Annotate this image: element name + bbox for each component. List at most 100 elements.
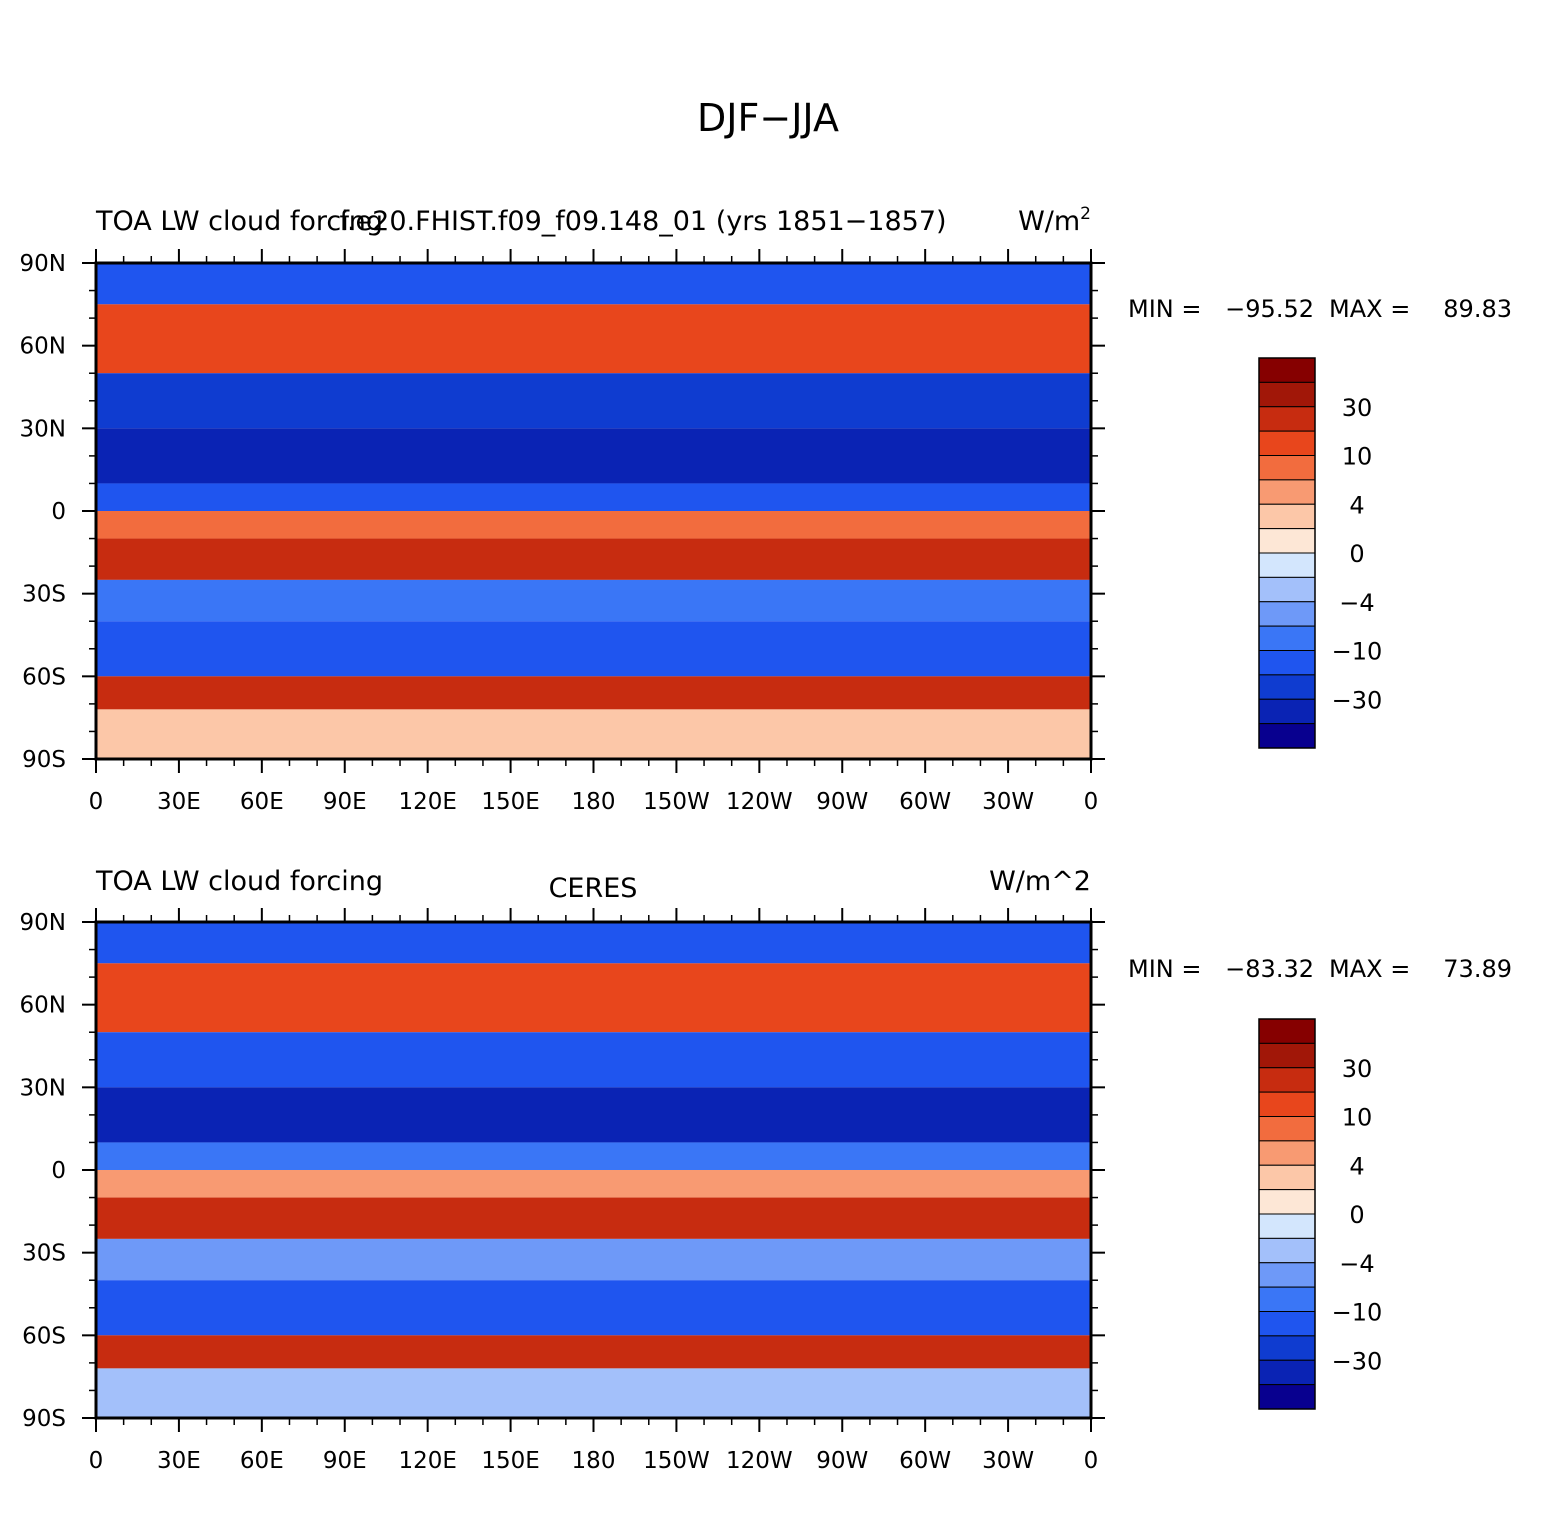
colorbar-frame bbox=[1258, 357, 1316, 749]
colorbar-box bbox=[1258, 1140, 1316, 1166]
top-panel-left-title: TOA LW cloud forcing bbox=[95, 206, 383, 237]
x-tick-label: 30W bbox=[982, 1448, 1034, 1474]
y-tick-label: 0 bbox=[51, 1158, 66, 1184]
zonal-band-6 bbox=[96, 1197, 1091, 1239]
colorbar-box bbox=[1258, 1042, 1316, 1069]
y-tick-label: 90N bbox=[20, 910, 66, 936]
y-tick-label: 90N bbox=[20, 251, 66, 277]
zonal-band-4 bbox=[96, 483, 1091, 511]
zonal-band-1 bbox=[96, 304, 1091, 374]
zonal-band-8 bbox=[96, 1280, 1091, 1336]
colorbar-tick-label: −10 bbox=[1332, 1299, 1383, 1327]
colorbar-tick-label: 30 bbox=[1342, 394, 1373, 422]
top-panel-max-value: 89.83 bbox=[1443, 295, 1512, 323]
x-tick-label: 180 bbox=[572, 789, 616, 815]
top-panel-axes: 0 30E 60E 90E 120E 150E 180 150W 120W 90W 60W 30W 09… bbox=[20, 249, 1105, 815]
x-tick-label: 150E bbox=[481, 1448, 539, 1474]
x-tick-label: 30E bbox=[157, 789, 201, 815]
x-tick-label: 30E bbox=[157, 1448, 201, 1474]
bottom-panel-axes: 0 30E 60E 90E 120E 150E 180 150W 120W 90W 60W 30W 09… bbox=[20, 908, 1105, 1474]
top-panel-units: W/m2 bbox=[1018, 204, 1091, 237]
bottom-panel-map bbox=[96, 922, 1091, 1418]
zonal-band-0 bbox=[96, 263, 1091, 305]
y-tick-label: 60S bbox=[22, 1323, 66, 1349]
colorbar-box bbox=[1258, 357, 1316, 383]
zonal-band-9 bbox=[96, 1335, 1091, 1369]
top-panel-min-value: −95.52 bbox=[1225, 295, 1314, 323]
x-tick-label: 120W bbox=[726, 789, 793, 815]
y-tick-label: 30S bbox=[22, 582, 66, 608]
zonal-band-3 bbox=[96, 1087, 1091, 1143]
colorbar-box bbox=[1258, 650, 1316, 676]
x-tick-label: 150W bbox=[643, 1448, 710, 1474]
colorbar-tick-label: −4 bbox=[1339, 589, 1374, 617]
x-tick-label: 60W bbox=[899, 1448, 951, 1474]
y-tick-label: 30N bbox=[20, 416, 66, 442]
x-tick-label: 90W bbox=[816, 1448, 868, 1474]
bottom-panel-min-value: −83.32 bbox=[1225, 955, 1314, 983]
zonal-band-9 bbox=[96, 676, 1091, 710]
y-tick-label: 60S bbox=[22, 664, 66, 690]
x-tick-label: 90E bbox=[323, 789, 367, 815]
y-tick-label: 90S bbox=[22, 747, 66, 773]
figure-suptitle: DJF−JJA bbox=[697, 96, 839, 140]
top-panel-max-label: MAX = bbox=[1329, 295, 1410, 323]
y-tick-label: 30S bbox=[22, 1241, 66, 1267]
zonal-band-4 bbox=[96, 1142, 1091, 1170]
colorbar-box bbox=[1258, 576, 1316, 603]
x-tick-label: 0 bbox=[1084, 789, 1099, 815]
x-tick-label: 0 bbox=[89, 789, 104, 815]
colorbar-box bbox=[1258, 1018, 1316, 1044]
y-tick-label: 60N bbox=[20, 993, 66, 1019]
colorbar-box bbox=[1258, 503, 1316, 530]
zonal-band-0 bbox=[96, 922, 1091, 964]
bottom-panel-min-label: MIN = bbox=[1128, 955, 1201, 983]
bottom-panel: TOA LW cloud forcing CERES W/m^2 0 30E 60E… bbox=[20, 866, 1512, 1474]
bottom-panel-left-title: TOA LW cloud forcing bbox=[95, 866, 383, 897]
zonal-band-2 bbox=[96, 373, 1091, 429]
x-tick-label: 90W bbox=[816, 789, 868, 815]
bottom-panel-max-label: MAX = bbox=[1329, 955, 1410, 983]
colorbar-tick-label: −10 bbox=[1332, 638, 1383, 666]
bottom-panel-units: W/m^2 bbox=[989, 866, 1091, 897]
colorbar-frame bbox=[1258, 1018, 1316, 1410]
top-panel-stats: MIN = −95.52 MAX = 89.83 bbox=[1128, 295, 1512, 323]
x-tick-label: 120E bbox=[398, 789, 456, 815]
colorbar-box bbox=[1258, 1335, 1316, 1361]
colorbar-box bbox=[1258, 1359, 1316, 1386]
colorbar-box bbox=[1258, 1262, 1316, 1288]
colorbar-box bbox=[1258, 1213, 1316, 1239]
zonal-band-7 bbox=[96, 579, 1091, 622]
x-tick-label: 30W bbox=[982, 789, 1034, 815]
colorbar-box bbox=[1258, 1067, 1316, 1093]
x-tick-label: 120E bbox=[398, 1448, 456, 1474]
zonal-band-7 bbox=[96, 1238, 1091, 1281]
colorbar-box bbox=[1258, 1286, 1316, 1312]
colorbar-tick-label: 30 bbox=[1342, 1055, 1373, 1083]
colorbar-box bbox=[1258, 381, 1316, 408]
x-tick-label: 180 bbox=[572, 1448, 616, 1474]
y-tick-label: 60N bbox=[20, 334, 66, 360]
colorbar-box bbox=[1258, 1091, 1316, 1117]
top-panel-center-title: f.e20.FHIST.f09_f09.148_01 (yrs 1851−185… bbox=[339, 206, 946, 237]
bottom-panel-max-value: 73.89 bbox=[1443, 955, 1512, 983]
zonal-band-10 bbox=[96, 709, 1091, 759]
bottom-panel-colorbar: 30 10 4 0 −4 −10 −30 bbox=[1258, 1018, 1383, 1410]
x-tick-label: 150W bbox=[643, 789, 710, 815]
colorbar-tick-label: −4 bbox=[1339, 1250, 1374, 1278]
colorbar-tick-label: 0 bbox=[1349, 1201, 1364, 1229]
colorbar-box bbox=[1258, 1384, 1316, 1410]
zonal-band-5 bbox=[96, 1170, 1091, 1198]
colorbar-tick-label: 4 bbox=[1349, 491, 1364, 519]
colorbar-tick-label: 10 bbox=[1342, 1104, 1373, 1132]
colorbar-box bbox=[1258, 1189, 1316, 1215]
colorbar-box bbox=[1258, 698, 1316, 725]
x-tick-label: 0 bbox=[1084, 1448, 1099, 1474]
colorbar-box bbox=[1258, 1164, 1316, 1191]
colorbar-tick-label: 10 bbox=[1342, 443, 1373, 471]
colorbar-box bbox=[1258, 406, 1316, 432]
zonal-band-6 bbox=[96, 538, 1091, 580]
colorbar-box bbox=[1258, 479, 1316, 505]
x-tick-label: 120W bbox=[726, 1448, 793, 1474]
